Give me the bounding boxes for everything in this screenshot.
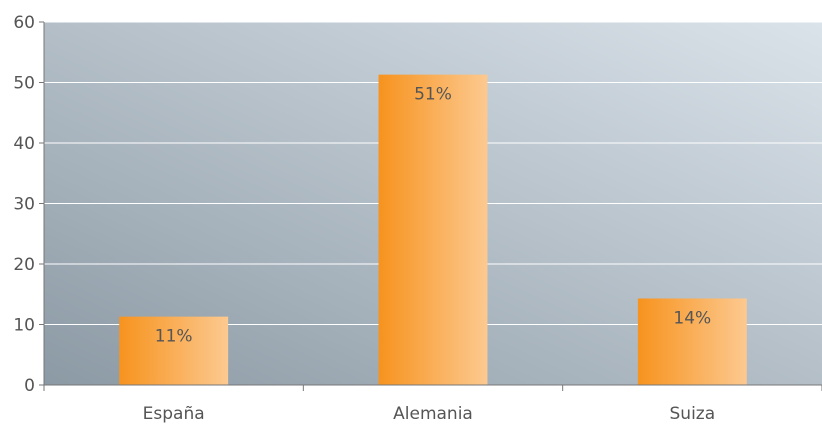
y-tick-label: 60 <box>13 13 35 33</box>
data-label: 11% <box>155 327 193 347</box>
y-tick-label: 40 <box>13 134 35 154</box>
bars <box>119 74 747 385</box>
data-label: 14% <box>673 308 711 328</box>
y-tick-label: 30 <box>13 195 35 215</box>
y-tick-label: 10 <box>13 316 35 336</box>
y-tick-label: 50 <box>13 74 35 94</box>
y-tick-label: 20 <box>13 255 35 275</box>
data-label: 51% <box>414 85 452 105</box>
x-tick-label: Suiza <box>670 404 716 424</box>
x-tick-label: España <box>143 404 205 424</box>
axes <box>39 21 822 391</box>
bar-españa <box>119 316 229 385</box>
bar-alemania <box>378 74 488 385</box>
y-tick-label: 0 <box>24 376 35 396</box>
labels: 0 10 20 30 40 50 60 11% España 51% Alemania 14% Suiz… <box>13 13 715 424</box>
x-tick-label: Alemania <box>393 404 473 424</box>
bar-suiza <box>637 298 747 385</box>
